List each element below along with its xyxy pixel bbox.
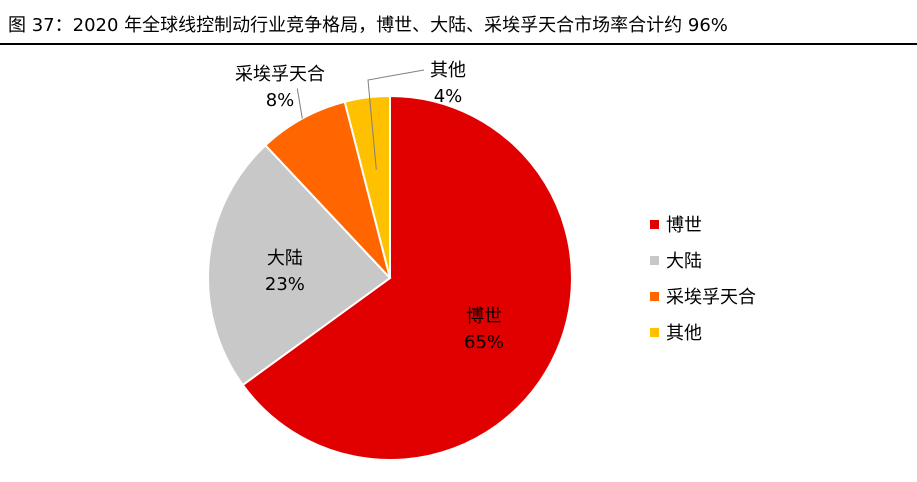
figure-title: 图 37：2020 年全球线控制动行业竞争格局，博世、大陆、采埃孚天合市场率合计… [8,15,728,36]
data-label-value-bosch: 65% [464,332,504,353]
leader-line-others [367,69,425,170]
pie-slice-bosch [241,94,573,461]
legend-swatch-continental [650,256,659,265]
pie-slice-zf-trw [263,100,391,279]
legend-swatch-others [650,328,659,337]
legend-label-bosch: 博世 [666,215,702,236]
legend-label-others: 其他 [666,323,702,344]
data-label-name-bosch: 博世 [466,306,502,327]
data-label-value-others: 4% [434,86,463,107]
pie-slice-others [343,94,391,279]
data-label-name-continental: 大陆 [267,248,303,269]
data-label-value-continental: 23% [265,274,305,295]
data-label-name-zf-trw: 采埃孚天合 [235,64,325,85]
data-label-value-zf-trw: 8% [266,90,295,111]
title-underline [0,43,917,45]
legend-label-zf-trw: 采埃孚天合 [666,287,756,308]
legend-swatch-zf-trw [650,292,659,301]
pie-slice-continental [207,143,392,387]
legend-swatch-bosch [650,220,659,229]
legend-label-continental: 大陆 [666,251,702,272]
data-label-name-others: 其他 [430,60,466,81]
leader-line-zf-trw [296,88,303,119]
